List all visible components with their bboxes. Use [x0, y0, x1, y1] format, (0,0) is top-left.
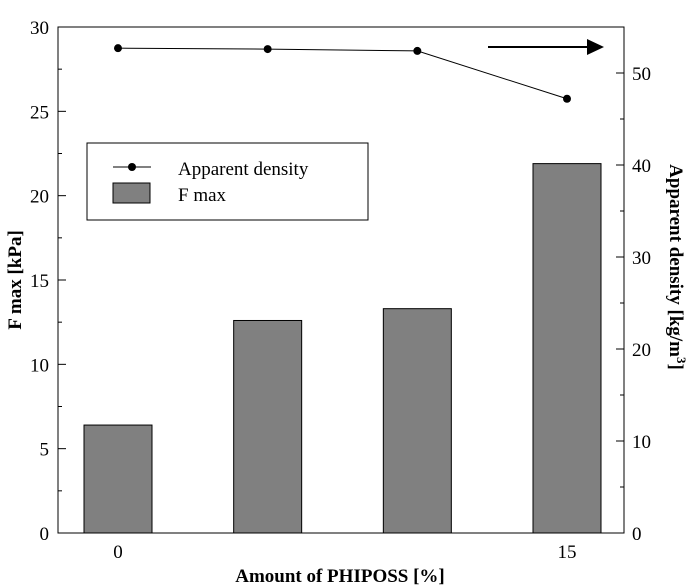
y-axis-title-right-sup: 3 [674, 357, 689, 364]
left-axis: 0 5 10 15 20 25 30 [30, 18, 66, 545]
bars-layer [83, 163, 602, 534]
right-tick-label: 50 [632, 64, 651, 85]
y-axis-title-left: F max [kPa] [5, 230, 26, 330]
density-point-0 [114, 44, 122, 53]
density-point-15 [563, 94, 571, 103]
legend-label-density: Apparent density [178, 159, 309, 180]
legend-box [86, 142, 369, 221]
y-axis-title-right: Apparent density [kg/m3] [665, 164, 689, 370]
legend-dot-icon [128, 163, 136, 171]
left-tick-label: 0 [40, 524, 50, 545]
left-tick-label: 30 [30, 18, 49, 39]
right-tick-label: 0 [632, 524, 642, 545]
left-tick-label: 5 [40, 440, 50, 461]
density-point-10 [413, 46, 422, 55]
right-axis: 0 10 20 30 40 50 [616, 64, 651, 545]
left-tick-label: 25 [30, 102, 49, 123]
legend-label-fmax: F max [178, 185, 227, 206]
bar-fmax-15 [532, 163, 602, 534]
right-tick-label: 30 [632, 248, 651, 269]
y-axis-title-right-main: Apparent density [kg/m [665, 164, 686, 357]
direction-arrow [488, 39, 604, 55]
arrow-head-icon [587, 39, 604, 55]
density-point-5 [263, 45, 272, 54]
density-series-line [117, 47, 568, 100]
x-tick-label: 0 [113, 542, 123, 563]
x-axis: 0 15 [113, 542, 576, 563]
y-axis-title-right-close: ] [665, 364, 686, 370]
legend-bar-swatch [112, 182, 151, 204]
right-tick-label: 20 [632, 340, 651, 361]
x-axis-title: Amount of PHIPOSS [%] [235, 566, 445, 586]
x-tick-label: 15 [558, 542, 577, 563]
bar-fmax-10 [382, 308, 452, 534]
left-tick-label: 15 [30, 271, 49, 292]
bar-fmax-5 [233, 319, 303, 534]
bar-fmax-0 [83, 424, 153, 534]
right-tick-label: 40 [632, 156, 651, 177]
left-tick-label: 10 [30, 355, 49, 376]
right-tick-label: 10 [632, 432, 651, 453]
left-tick-label: 20 [30, 187, 49, 208]
legend: Apparent density F max [86, 142, 369, 221]
density-line-layer [114, 44, 571, 103]
